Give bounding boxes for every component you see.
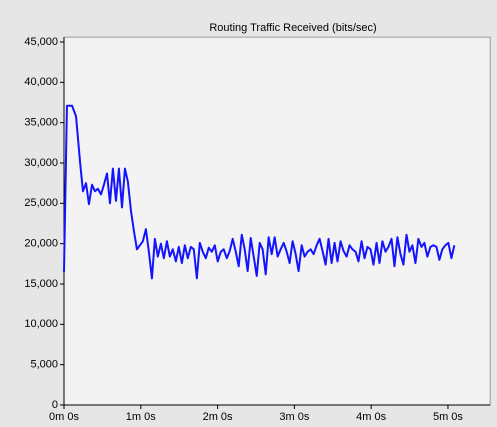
y-tick-label: 0 [52,399,58,411]
y-tick-label: 10,000 [24,318,58,330]
y-tick-label: 40,000 [24,76,58,88]
y-tick-label: 45,000 [24,36,58,48]
x-tick-label: 3m 0s [279,411,309,423]
y-tick-label: 5,000 [30,359,58,371]
x-tick-label: 0m 0s [49,411,79,423]
y-tick-label: 35,000 [24,117,58,129]
y-tick-label: 30,000 [24,157,58,169]
y-tick-label: 20,000 [24,238,58,250]
y-tick-label: 25,000 [24,197,58,209]
x-tick-label: 1m 0s [126,411,156,423]
x-tick-label: 5m 0s [433,411,463,423]
data-line [63,104,456,280]
x-tick-label: 4m 0s [356,411,386,423]
y-tick-label: 15,000 [24,278,58,290]
plot-area [63,36,491,406]
chart-title: Routing Traffic Received (bits/sec) [209,22,376,34]
x-tick-label: 2m 0s [203,411,233,423]
